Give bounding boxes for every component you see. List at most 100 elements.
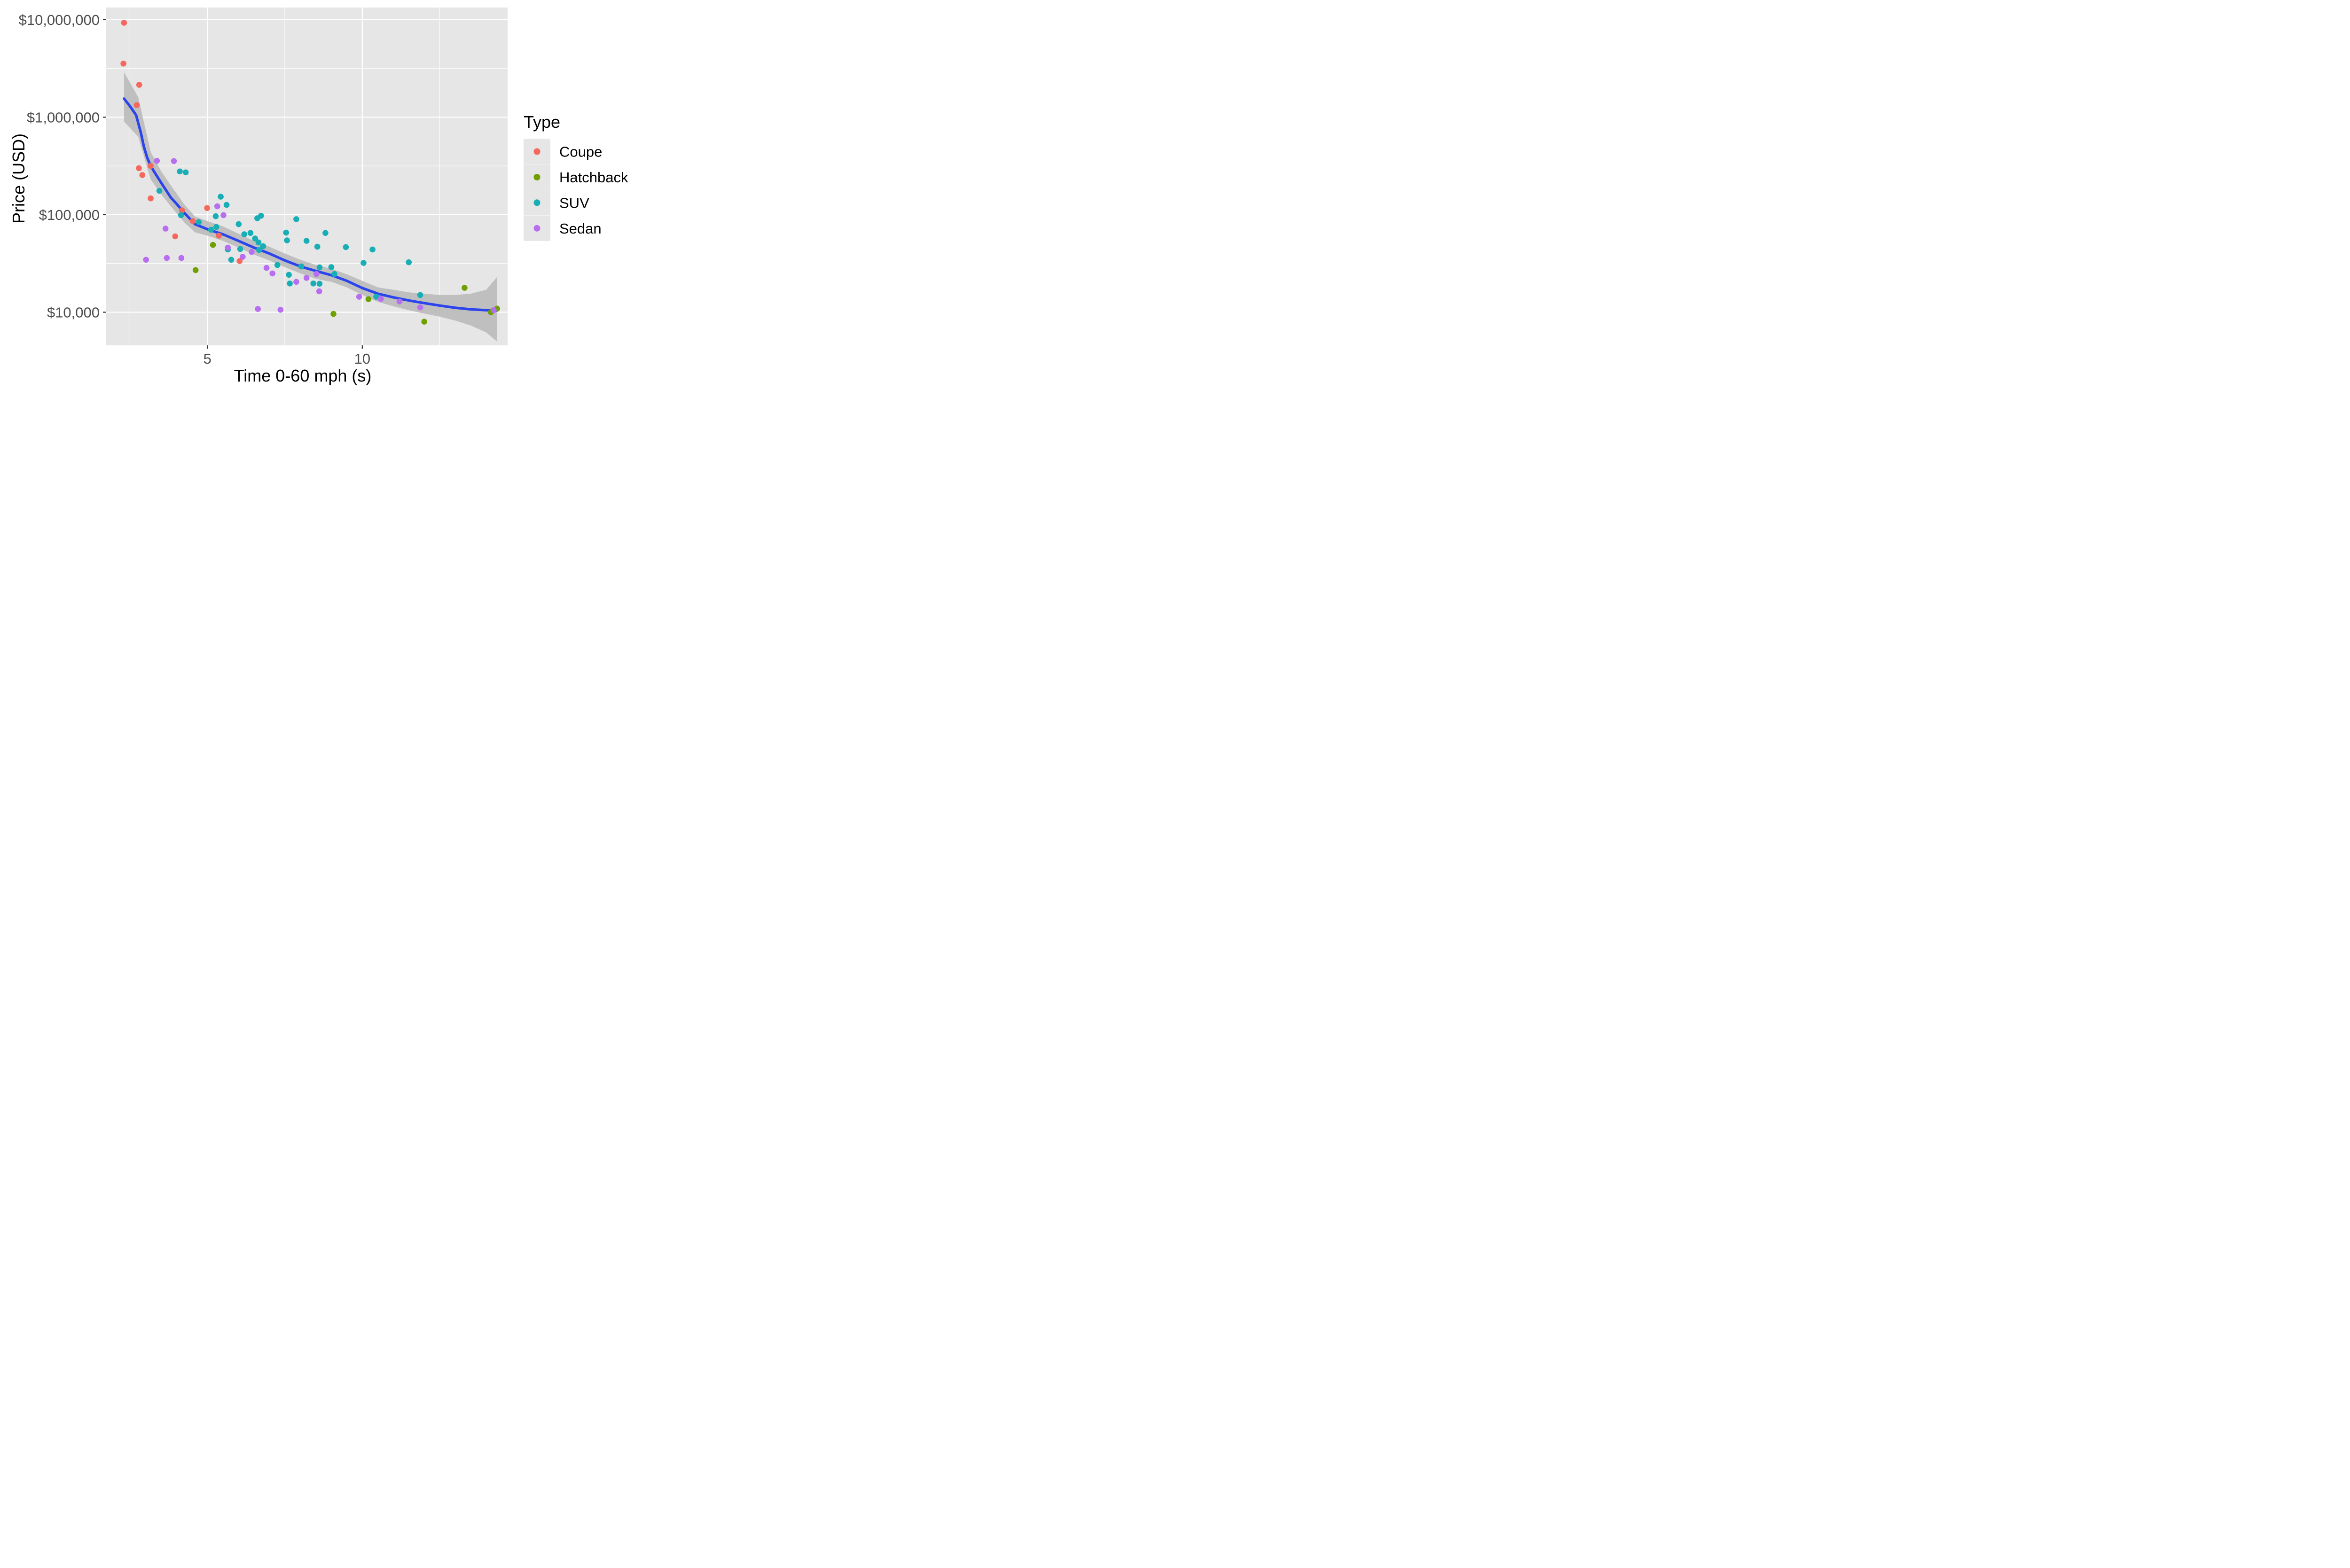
point-suv <box>274 262 281 268</box>
point-hatchback <box>192 267 199 273</box>
point-suv <box>247 230 254 236</box>
point-coupe <box>139 172 146 178</box>
point-sedan <box>164 255 170 261</box>
point-coupe <box>172 233 179 240</box>
point-suv <box>322 230 329 236</box>
point-hatchback <box>365 296 372 302</box>
point-sedan <box>277 306 284 313</box>
legend-label-sedan: Sedan <box>559 220 602 237</box>
legend-dot-hatchback <box>533 174 540 180</box>
point-coupe <box>120 61 126 67</box>
point-hatchback <box>462 285 468 291</box>
point-suv <box>298 263 305 270</box>
point-sedan <box>225 244 231 251</box>
legend-dot-coupe <box>533 148 540 155</box>
point-suv <box>235 221 242 227</box>
y-axis-title: Price (USD) <box>9 133 28 224</box>
point-sedan <box>214 203 220 210</box>
point-sedan <box>178 255 185 261</box>
point-suv <box>256 247 262 253</box>
point-coupe <box>148 163 154 169</box>
point-coupe <box>204 205 210 211</box>
point-sedan <box>263 265 270 271</box>
point-coupe <box>216 233 222 239</box>
point-suv <box>177 168 183 175</box>
legend: Type Coupe Hatchback SUV Sedan <box>524 112 628 241</box>
point-suv <box>316 281 323 287</box>
point-suv <box>293 216 299 222</box>
point-coupe <box>148 195 154 202</box>
trend-line <box>123 97 499 312</box>
point-hatchback <box>210 242 216 248</box>
point-suv <box>283 229 289 236</box>
point-sedan <box>316 288 322 295</box>
point-sedan <box>269 270 275 277</box>
point-suv <box>241 231 247 237</box>
confidence-ribbon <box>124 72 497 342</box>
point-suv <box>228 257 235 263</box>
point-hatchback <box>330 311 337 317</box>
point-suv <box>331 271 337 277</box>
point-suv <box>343 244 349 250</box>
point-sedan <box>491 307 497 313</box>
y-tick-label: $10,000 <box>47 304 100 320</box>
point-suv <box>260 243 266 250</box>
point-suv <box>284 237 290 243</box>
point-sedan <box>378 296 384 302</box>
chart-figure: $10,000,000 $1,000,000 $100,000 $10,000 5 10 … <box>0 0 634 392</box>
legend-title: Type <box>524 112 560 132</box>
point-suv <box>417 292 423 298</box>
x-axis-title: Time 0-60 mph (s) <box>234 366 372 385</box>
point-suv <box>252 235 258 242</box>
point-suv <box>223 202 230 208</box>
point-suv <box>369 246 376 253</box>
point-suv <box>255 239 262 246</box>
point-suv <box>328 264 335 270</box>
point-suv <box>316 264 323 271</box>
legend-dot-sedan <box>533 225 540 232</box>
plot-panel <box>106 8 508 345</box>
y-tick-label: $100,000 <box>39 207 100 223</box>
legend-label-suv: SUV <box>559 195 589 211</box>
point-coupe <box>179 207 185 213</box>
point-sedan <box>417 304 423 311</box>
point-suv <box>237 246 243 252</box>
point-suv <box>196 219 202 226</box>
point-sedan <box>303 275 310 281</box>
point-suv <box>360 260 367 266</box>
point-sedan <box>240 254 246 260</box>
point-suv <box>212 213 219 219</box>
point-suv <box>286 272 292 278</box>
point-coupe <box>189 218 196 224</box>
legend-label-coupe: Coupe <box>559 144 602 160</box>
point-coupe <box>121 20 127 26</box>
series-suv <box>156 168 423 300</box>
point-sedan <box>171 158 177 164</box>
series-sedan <box>143 158 497 313</box>
point-coupe <box>236 258 243 264</box>
x-tick-label: 10 <box>354 351 370 367</box>
y-tick-label: $10,000,000 <box>19 12 100 28</box>
point-suv <box>208 226 214 233</box>
point-coupe <box>136 82 142 88</box>
point-sedan <box>396 298 403 304</box>
y-tick-label: $1,000,000 <box>27 109 100 125</box>
point-suv <box>373 294 379 300</box>
point-suv <box>178 212 184 218</box>
point-suv <box>213 224 219 230</box>
x-tick-label: 5 <box>204 351 212 367</box>
point-sedan <box>249 249 255 255</box>
point-sedan <box>162 226 169 232</box>
point-suv <box>314 243 321 250</box>
point-sedan <box>313 271 320 277</box>
point-coupe <box>136 165 142 172</box>
point-sedan <box>255 306 261 312</box>
point-suv <box>258 212 264 219</box>
point-sedan <box>356 294 362 300</box>
legend-label-hatchback: Hatchback <box>559 169 628 186</box>
legend-dot-suv <box>533 199 540 206</box>
point-suv <box>218 194 224 200</box>
point-suv <box>182 169 189 176</box>
point-suv <box>156 187 163 194</box>
